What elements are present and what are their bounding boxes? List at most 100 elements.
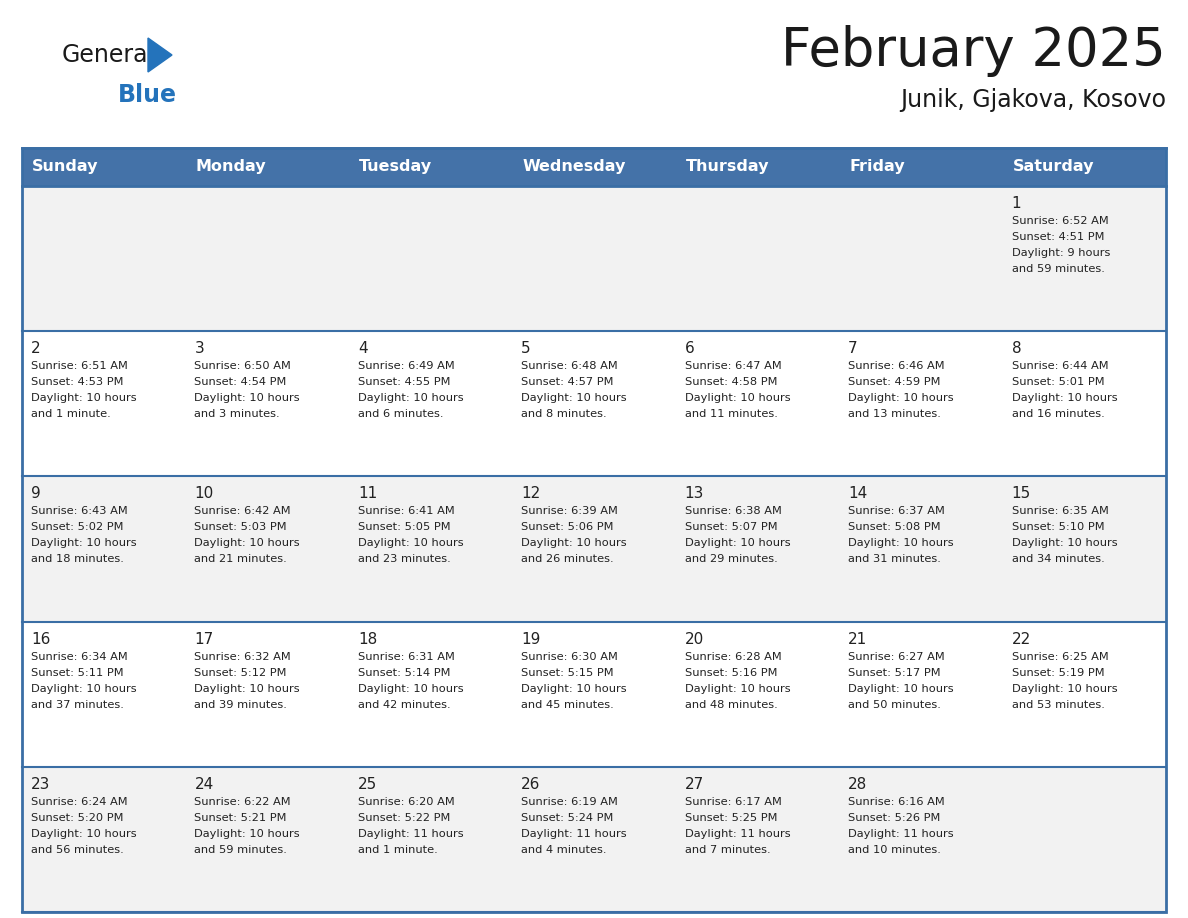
Text: Daylight: 10 hours: Daylight: 10 hours bbox=[195, 393, 301, 403]
Text: Daylight: 11 hours: Daylight: 11 hours bbox=[848, 829, 954, 839]
Text: and 7 minutes.: and 7 minutes. bbox=[684, 845, 770, 855]
Bar bbox=[1003, 331, 1165, 476]
Text: and 13 minutes.: and 13 minutes. bbox=[848, 409, 941, 420]
Text: Sunrise: 6:17 AM: Sunrise: 6:17 AM bbox=[684, 797, 782, 807]
Text: 19: 19 bbox=[522, 632, 541, 646]
Text: and 59 minutes.: and 59 minutes. bbox=[195, 845, 287, 855]
Text: Sunrise: 6:42 AM: Sunrise: 6:42 AM bbox=[195, 507, 291, 517]
Text: and 29 minutes.: and 29 minutes. bbox=[684, 554, 777, 565]
Text: Sunrise: 6:25 AM: Sunrise: 6:25 AM bbox=[1011, 652, 1108, 662]
Text: and 53 minutes.: and 53 minutes. bbox=[1011, 700, 1105, 710]
Text: Daylight: 10 hours: Daylight: 10 hours bbox=[1011, 538, 1117, 548]
Text: Sunrise: 6:34 AM: Sunrise: 6:34 AM bbox=[31, 652, 128, 662]
Text: Sunset: 5:01 PM: Sunset: 5:01 PM bbox=[1011, 377, 1104, 387]
Bar bbox=[23, 767, 185, 912]
Text: Sunrise: 6:37 AM: Sunrise: 6:37 AM bbox=[848, 507, 944, 517]
Text: and 34 minutes.: and 34 minutes. bbox=[1011, 554, 1105, 565]
Text: Sunset: 4:51 PM: Sunset: 4:51 PM bbox=[1011, 232, 1104, 242]
Text: 23: 23 bbox=[31, 777, 50, 792]
Text: 22: 22 bbox=[1011, 632, 1031, 646]
Text: and 3 minutes.: and 3 minutes. bbox=[195, 409, 280, 420]
Text: Sunrise: 6:20 AM: Sunrise: 6:20 AM bbox=[358, 797, 455, 807]
Bar bbox=[512, 767, 676, 912]
Text: 12: 12 bbox=[522, 487, 541, 501]
Text: Sunset: 5:06 PM: Sunset: 5:06 PM bbox=[522, 522, 614, 532]
Text: and 8 minutes.: and 8 minutes. bbox=[522, 409, 607, 420]
Text: Daylight: 10 hours: Daylight: 10 hours bbox=[522, 538, 627, 548]
Bar bbox=[23, 148, 1165, 912]
Bar bbox=[1003, 186, 1165, 331]
Text: 16: 16 bbox=[31, 632, 50, 646]
Text: Sunset: 5:15 PM: Sunset: 5:15 PM bbox=[522, 667, 614, 677]
Bar bbox=[839, 186, 1003, 331]
Text: Sunrise: 6:22 AM: Sunrise: 6:22 AM bbox=[195, 797, 291, 807]
Bar bbox=[1003, 476, 1165, 621]
Text: Daylight: 11 hours: Daylight: 11 hours bbox=[684, 829, 790, 839]
Text: Sunrise: 6:51 AM: Sunrise: 6:51 AM bbox=[31, 361, 128, 371]
Text: 2: 2 bbox=[31, 341, 40, 356]
Bar bbox=[676, 331, 839, 476]
Text: 14: 14 bbox=[848, 487, 867, 501]
Text: and 1 minute.: and 1 minute. bbox=[358, 845, 437, 855]
Bar bbox=[349, 767, 512, 912]
Text: Sunset: 5:20 PM: Sunset: 5:20 PM bbox=[31, 812, 124, 823]
Text: 9: 9 bbox=[31, 487, 40, 501]
Text: Sunset: 5:26 PM: Sunset: 5:26 PM bbox=[848, 812, 941, 823]
Bar bbox=[512, 331, 676, 476]
Text: and 11 minutes.: and 11 minutes. bbox=[684, 409, 778, 420]
Text: 8: 8 bbox=[1011, 341, 1022, 356]
Text: Daylight: 10 hours: Daylight: 10 hours bbox=[358, 393, 463, 403]
Text: 25: 25 bbox=[358, 777, 377, 792]
Text: Sunrise: 6:28 AM: Sunrise: 6:28 AM bbox=[684, 652, 782, 662]
Text: Daylight: 10 hours: Daylight: 10 hours bbox=[31, 684, 137, 694]
Text: Sunrise: 6:52 AM: Sunrise: 6:52 AM bbox=[1011, 216, 1108, 226]
Bar bbox=[23, 331, 185, 476]
Bar bbox=[185, 476, 349, 621]
Text: and 10 minutes.: and 10 minutes. bbox=[848, 845, 941, 855]
Text: 4: 4 bbox=[358, 341, 367, 356]
Text: Daylight: 10 hours: Daylight: 10 hours bbox=[848, 538, 954, 548]
Text: Daylight: 10 hours: Daylight: 10 hours bbox=[1011, 393, 1117, 403]
Text: and 42 minutes.: and 42 minutes. bbox=[358, 700, 450, 710]
Text: 6: 6 bbox=[684, 341, 695, 356]
Text: Sunset: 5:21 PM: Sunset: 5:21 PM bbox=[195, 812, 287, 823]
Bar bbox=[349, 476, 512, 621]
Text: 20: 20 bbox=[684, 632, 704, 646]
Text: Sunset: 5:17 PM: Sunset: 5:17 PM bbox=[848, 667, 941, 677]
Text: Friday: Friday bbox=[849, 160, 905, 174]
Text: Sunset: 5:02 PM: Sunset: 5:02 PM bbox=[31, 522, 124, 532]
Text: Sunset: 5:03 PM: Sunset: 5:03 PM bbox=[195, 522, 287, 532]
Text: Monday: Monday bbox=[196, 160, 266, 174]
Text: Sunset: 4:58 PM: Sunset: 4:58 PM bbox=[684, 377, 777, 387]
Text: February 2025: February 2025 bbox=[782, 25, 1165, 77]
Text: and 56 minutes.: and 56 minutes. bbox=[31, 845, 124, 855]
Bar bbox=[512, 621, 676, 767]
Bar bbox=[185, 767, 349, 912]
Text: Sunrise: 6:31 AM: Sunrise: 6:31 AM bbox=[358, 652, 455, 662]
Text: and 26 minutes.: and 26 minutes. bbox=[522, 554, 614, 565]
Text: Sunset: 5:10 PM: Sunset: 5:10 PM bbox=[1011, 522, 1104, 532]
Text: Sunset: 5:11 PM: Sunset: 5:11 PM bbox=[31, 667, 124, 677]
Text: and 50 minutes.: and 50 minutes. bbox=[848, 700, 941, 710]
Text: Sunrise: 6:49 AM: Sunrise: 6:49 AM bbox=[358, 361, 455, 371]
Text: 26: 26 bbox=[522, 777, 541, 792]
Text: Daylight: 10 hours: Daylight: 10 hours bbox=[358, 538, 463, 548]
Text: Daylight: 10 hours: Daylight: 10 hours bbox=[848, 684, 954, 694]
Text: and 18 minutes.: and 18 minutes. bbox=[31, 554, 124, 565]
Text: 17: 17 bbox=[195, 632, 214, 646]
Text: and 39 minutes.: and 39 minutes. bbox=[195, 700, 287, 710]
Text: Sunrise: 6:50 AM: Sunrise: 6:50 AM bbox=[195, 361, 291, 371]
Bar bbox=[23, 621, 185, 767]
Text: Sunset: 5:19 PM: Sunset: 5:19 PM bbox=[1011, 667, 1104, 677]
Text: Sunrise: 6:30 AM: Sunrise: 6:30 AM bbox=[522, 652, 618, 662]
Text: Sunrise: 6:47 AM: Sunrise: 6:47 AM bbox=[684, 361, 782, 371]
Text: Daylight: 9 hours: Daylight: 9 hours bbox=[1011, 248, 1110, 258]
Text: 15: 15 bbox=[1011, 487, 1031, 501]
Text: Wednesday: Wednesday bbox=[523, 160, 626, 174]
Text: Daylight: 10 hours: Daylight: 10 hours bbox=[31, 829, 137, 839]
Text: Saturday: Saturday bbox=[1012, 160, 1094, 174]
Bar bbox=[676, 476, 839, 621]
Text: and 48 minutes.: and 48 minutes. bbox=[684, 700, 777, 710]
Text: Sunrise: 6:32 AM: Sunrise: 6:32 AM bbox=[195, 652, 291, 662]
Text: and 59 minutes.: and 59 minutes. bbox=[1011, 264, 1105, 274]
